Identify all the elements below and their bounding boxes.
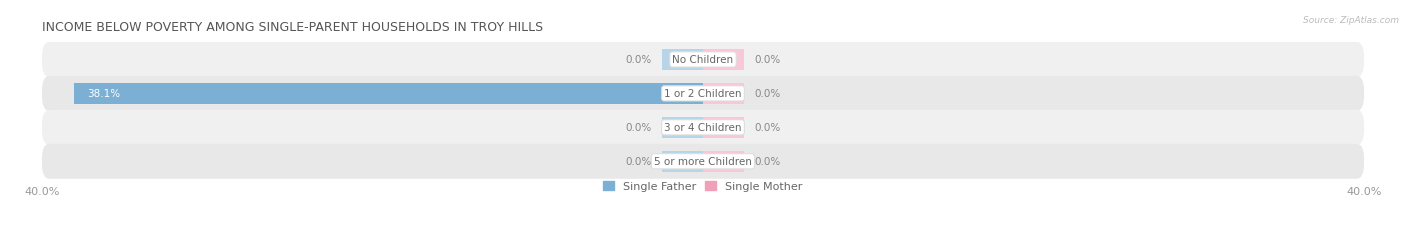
Bar — [662, 117, 703, 138]
Text: 0.0%: 0.0% — [626, 157, 652, 167]
FancyBboxPatch shape — [42, 76, 1364, 111]
Text: 0.0%: 0.0% — [626, 123, 652, 133]
FancyBboxPatch shape — [42, 110, 1364, 145]
Bar — [662, 151, 703, 172]
Bar — [73, 83, 703, 104]
FancyBboxPatch shape — [42, 43, 1364, 78]
Text: 0.0%: 0.0% — [754, 157, 780, 167]
Bar — [662, 50, 703, 71]
Legend: Single Father, Single Mother: Single Father, Single Mother — [603, 181, 803, 191]
Text: 0.0%: 0.0% — [626, 55, 652, 65]
Bar — [703, 117, 744, 138]
Text: 5 or more Children: 5 or more Children — [654, 157, 752, 167]
Text: Source: ZipAtlas.com: Source: ZipAtlas.com — [1303, 16, 1399, 25]
Text: 0.0%: 0.0% — [754, 89, 780, 99]
Text: 38.1%: 38.1% — [87, 89, 120, 99]
Text: 3 or 4 Children: 3 or 4 Children — [664, 123, 742, 133]
Text: INCOME BELOW POVERTY AMONG SINGLE-PARENT HOUSEHOLDS IN TROY HILLS: INCOME BELOW POVERTY AMONG SINGLE-PARENT… — [42, 21, 543, 33]
Text: 1 or 2 Children: 1 or 2 Children — [664, 89, 742, 99]
FancyBboxPatch shape — [42, 144, 1364, 179]
Text: 0.0%: 0.0% — [754, 55, 780, 65]
Bar — [703, 83, 744, 104]
Bar — [703, 50, 744, 71]
Bar — [703, 151, 744, 172]
Text: No Children: No Children — [672, 55, 734, 65]
Text: 0.0%: 0.0% — [754, 123, 780, 133]
